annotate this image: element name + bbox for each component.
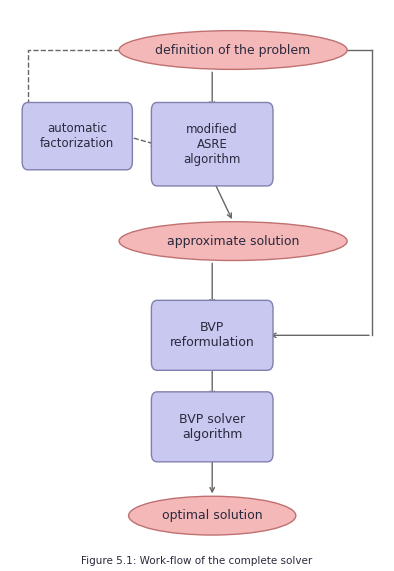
Text: definition of the problem: definition of the problem	[156, 43, 311, 57]
Text: optimal solution: optimal solution	[162, 509, 262, 522]
Text: Figure 5.1: Work-flow of the complete solver: Figure 5.1: Work-flow of the complete so…	[82, 556, 312, 566]
Text: BVP solver
algorithm: BVP solver algorithm	[179, 413, 245, 441]
FancyBboxPatch shape	[151, 103, 273, 186]
FancyBboxPatch shape	[151, 392, 273, 462]
Text: approximate solution: approximate solution	[167, 235, 299, 248]
FancyBboxPatch shape	[151, 300, 273, 371]
Ellipse shape	[128, 496, 296, 535]
Text: modified
ASRE
algorithm: modified ASRE algorithm	[184, 123, 241, 166]
Ellipse shape	[119, 222, 347, 260]
Text: BVP
reformulation: BVP reformulation	[170, 321, 255, 349]
Text: automatic
factorization: automatic factorization	[40, 122, 114, 150]
FancyBboxPatch shape	[22, 103, 132, 170]
Ellipse shape	[119, 31, 347, 70]
